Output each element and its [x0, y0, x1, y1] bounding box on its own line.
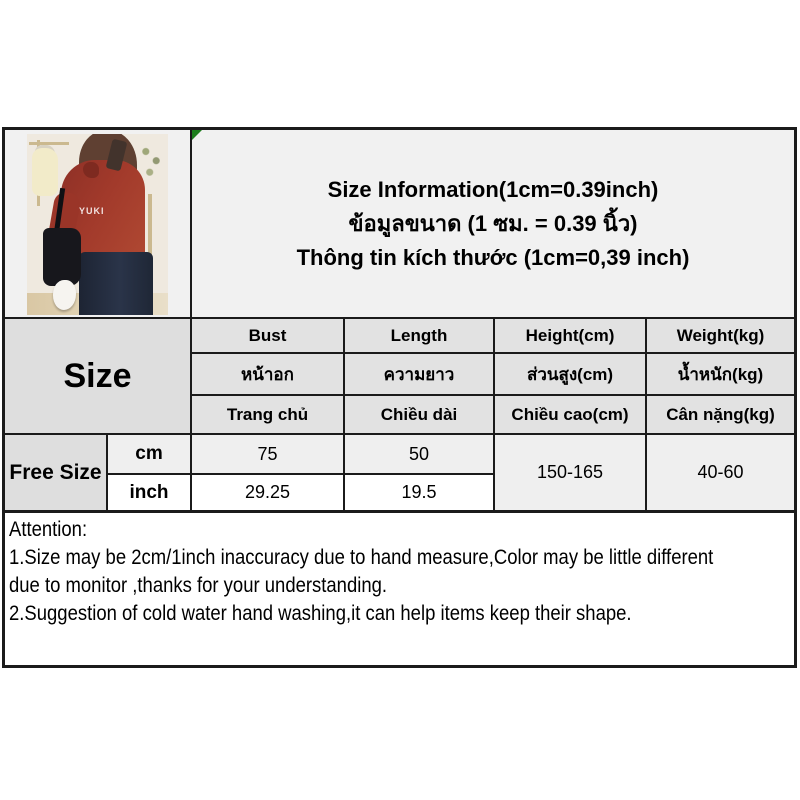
- header-length-en: Length: [345, 319, 493, 352]
- plush-charm: [53, 279, 76, 310]
- header-bust-vi: Trang chủ: [192, 396, 343, 433]
- attention-note-2: 2.Suggestion of cold water hand washing,…: [9, 602, 632, 625]
- header-bust-en: Bust: [192, 319, 343, 352]
- hanging-garment: [32, 147, 58, 196]
- header-length-vi: Chiều dài: [345, 396, 493, 433]
- attention-heading: Attention:: [9, 518, 88, 541]
- bust-inch-value: 29.25: [192, 475, 343, 510]
- header-bust-th: หน้าอก: [192, 354, 343, 394]
- header-weight-th: น้ำหนัก(kg): [647, 354, 794, 394]
- bust-cm-value: 75: [192, 435, 343, 473]
- header-weight-en: Weight(kg): [647, 319, 794, 352]
- header-height-th: ส่วนสูง(cm): [495, 354, 645, 394]
- unit-cm: cm: [108, 435, 190, 473]
- length-inch-value: 19.5: [345, 475, 493, 510]
- attention-note-1: 1.Size may be 2cm/1inch inaccuracy due t…: [9, 546, 714, 569]
- title-en: Size Information(1cm=0.39inch): [327, 176, 659, 202]
- corner-size-label: Size: [5, 319, 190, 433]
- header-height-vi: Chiều cao(cm): [495, 396, 645, 433]
- excel-corner-marker-icon: [192, 130, 202, 140]
- hood-bow-tie: [83, 161, 99, 178]
- length-cm-value: 50: [345, 435, 493, 473]
- header-height-en: Height(cm): [495, 319, 645, 352]
- row-label-free-size: Free Size: [5, 435, 106, 510]
- navy-jeans: [79, 251, 153, 315]
- photo-cell: YUKI: [5, 130, 190, 317]
- clothes-rack-bar: [29, 141, 69, 145]
- title-th: ข้อมูลขนาด (1 ซม. = 0.39 นิ้ว): [348, 210, 638, 236]
- photo-watermark: YUKI: [79, 205, 105, 216]
- size-table: YUKI Size Information(1cm=0.39inch) ข้อม…: [2, 127, 797, 513]
- header-length-th: ความยาว: [345, 354, 493, 394]
- unit-inch: inch: [108, 475, 190, 510]
- weight-range-value: 40-60: [647, 435, 794, 510]
- title-vi: Thông tin kích thước (1cm=0,39 inch): [296, 244, 690, 270]
- attention-box: Attention: 1.Size may be 2cm/1inch inacc…: [2, 510, 797, 668]
- wood-frame: [148, 193, 152, 294]
- height-range-value: 150-165: [495, 435, 645, 510]
- black-shoulder-bag: [43, 227, 81, 286]
- attention-note-1-cont: due to monitor ,thanks for your understa…: [9, 574, 388, 597]
- header-weight-vi: Cân nặng(kg): [647, 396, 794, 433]
- title-cell: Size Information(1cm=0.39inch) ข้อมูลขนา…: [192, 130, 794, 317]
- product-photo: YUKI: [27, 133, 168, 315]
